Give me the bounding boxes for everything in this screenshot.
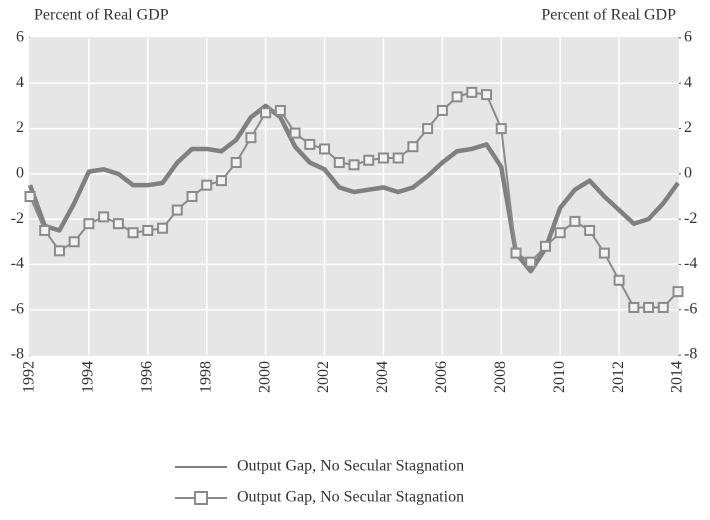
- y2-axis-label: Percent of Real GDP: [541, 7, 676, 24]
- x-tick-label: 2012: [610, 361, 627, 393]
- data-point: [539, 240, 551, 252]
- data-point: [451, 91, 463, 103]
- data-point: [377, 152, 389, 164]
- x-tick-label: 2004: [374, 361, 391, 393]
- y2-tick-label: -2: [684, 210, 697, 227]
- data-point: [495, 123, 507, 135]
- data-point: [554, 227, 566, 239]
- x-tick-label: 2002: [315, 361, 332, 393]
- data-point: [215, 175, 227, 187]
- x-tick-label: 2010: [551, 361, 568, 393]
- data-point: [260, 107, 272, 119]
- data-point: [392, 152, 404, 164]
- x-tick-label: 2000: [256, 361, 273, 393]
- data-point: [289, 127, 301, 139]
- data-point: [83, 218, 95, 230]
- y-tick-label: 2: [16, 119, 24, 136]
- x-tick-label: 2006: [433, 361, 450, 393]
- data-point: [201, 179, 213, 191]
- series-line: [27, 103, 680, 274]
- data-point: [24, 191, 36, 202]
- data-point: [363, 154, 375, 166]
- data-point: [598, 247, 610, 259]
- y-tick-label: -8: [11, 346, 24, 363]
- x-tick-label: 1996: [138, 361, 155, 393]
- y2-tick-label: -8: [684, 346, 697, 363]
- x-tick-label: 1994: [80, 361, 97, 393]
- data-point: [643, 301, 655, 313]
- data-point: [245, 132, 257, 144]
- data-point: [525, 256, 537, 268]
- data-point: [304, 138, 316, 150]
- y-tick-label: -6: [11, 300, 24, 317]
- data-point: [672, 286, 684, 298]
- x-tick-label: 1998: [197, 361, 214, 393]
- data-point: [274, 104, 286, 116]
- data-point: [333, 157, 345, 169]
- legend-marker: [194, 491, 208, 505]
- data-point: [112, 218, 124, 230]
- y2-tick-label: -6: [684, 300, 697, 317]
- data-point: [98, 211, 110, 223]
- plot-area: [29, 37, 679, 356]
- y-tick-label: 0: [16, 165, 24, 182]
- y2-tick-label: 4: [684, 74, 692, 91]
- y-tick-label: -2: [11, 210, 24, 227]
- data-point: [584, 224, 596, 236]
- x-tick-label: 2014: [669, 361, 686, 393]
- y2-tick-label: -4: [684, 255, 697, 272]
- data-point: [481, 89, 493, 101]
- data-point: [127, 227, 139, 239]
- y-tick-label: 6: [16, 29, 24, 46]
- data-point: [142, 224, 154, 236]
- data-point: [186, 191, 198, 202]
- y-axis-label: Percent of Real GDP: [34, 7, 169, 24]
- x-tick-label: 2008: [492, 361, 509, 393]
- data-point: [68, 236, 80, 248]
- data-point: [53, 245, 65, 257]
- data-point: [39, 224, 51, 236]
- data-point: [657, 301, 669, 313]
- data-point: [422, 123, 434, 135]
- legend-label: Output Gap, No Secular Stagnation: [237, 489, 464, 506]
- data-point: [628, 301, 640, 313]
- data-point: [613, 274, 625, 286]
- y2-tick-label: 2: [684, 119, 692, 136]
- data-point: [319, 143, 331, 155]
- data-point: [407, 141, 419, 153]
- y2-tick-label: 0: [684, 165, 692, 182]
- y2-tick-label: 6: [684, 29, 692, 46]
- data-point: [510, 247, 522, 259]
- data-point: [157, 222, 169, 234]
- data-point: [230, 157, 242, 169]
- data-point: [348, 159, 360, 171]
- data-point: [171, 204, 183, 216]
- legend-label: Output Gap, No Secular Stagnation: [237, 458, 464, 475]
- x-tick-label: 1992: [21, 361, 38, 393]
- data-point: [569, 215, 581, 227]
- y-tick-label: -4: [11, 255, 24, 272]
- y-tick-label: 4: [16, 74, 24, 91]
- data-point: [466, 86, 478, 98]
- data-point: [436, 104, 448, 116]
